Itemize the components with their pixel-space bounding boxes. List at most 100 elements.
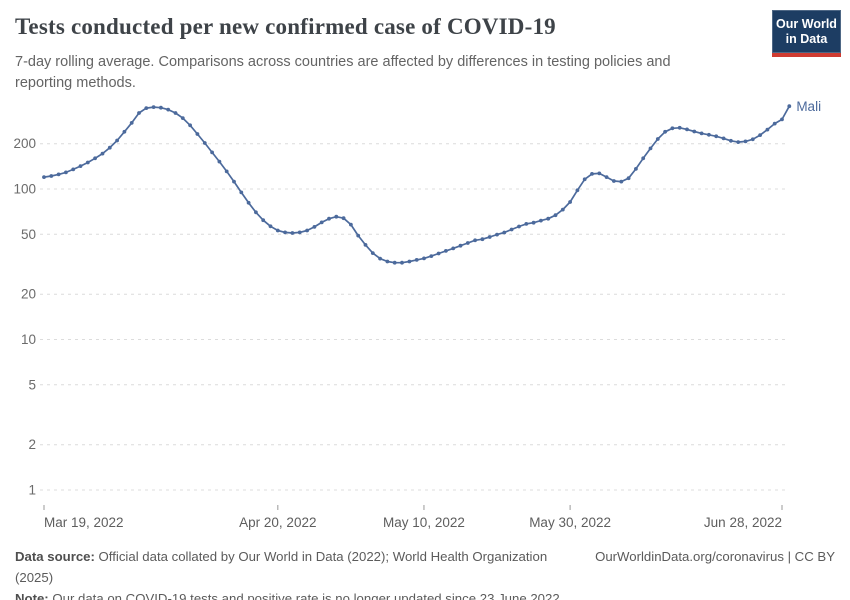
data-point (144, 106, 149, 110)
data-point (246, 200, 251, 205)
data-point (765, 127, 770, 132)
data-point (370, 251, 375, 256)
data-point (780, 117, 784, 122)
data-point (575, 188, 580, 193)
data-point (115, 138, 119, 143)
data-point (319, 220, 324, 225)
data-point (239, 190, 244, 195)
data-point (188, 123, 193, 128)
data-point (509, 227, 514, 232)
data-point (699, 131, 704, 136)
data-point (290, 231, 295, 235)
data-point (465, 241, 470, 245)
data-point (254, 210, 258, 215)
data-point (750, 137, 755, 142)
data-point (232, 179, 236, 184)
data-point (634, 167, 638, 171)
data-point (297, 230, 302, 235)
data-point (202, 141, 207, 145)
data-point (173, 111, 178, 115)
data-point (670, 126, 675, 131)
data-point (349, 222, 353, 227)
data-point (729, 138, 733, 143)
data-point (268, 224, 273, 229)
y-axis-tick-label: 100 (13, 182, 36, 197)
data-point (159, 105, 163, 110)
y-axis-tick-label: 5 (28, 377, 36, 392)
data-point (539, 218, 543, 223)
data-point (261, 218, 266, 223)
data-point (85, 160, 90, 165)
data-point (604, 175, 609, 180)
x-axis-tick-label: Apr 20, 2022 (239, 515, 316, 530)
data-point (487, 235, 492, 239)
x-axis-tick-label: May 30, 2022 (529, 515, 611, 530)
y-axis-tick-label: 20 (21, 287, 36, 302)
data-point (42, 175, 46, 180)
data-point (772, 121, 777, 126)
y-axis-tick-label: 1 (28, 483, 36, 498)
data-point (217, 159, 222, 164)
data-point (721, 136, 726, 141)
data-point (531, 220, 536, 225)
data-point (385, 259, 390, 264)
data-point (56, 172, 61, 177)
data-point (71, 167, 76, 172)
note-text: Note: Our data on COVID-19 tests and pos… (15, 588, 835, 600)
data-point (685, 127, 689, 132)
y-axis-tick-label: 50 (21, 227, 36, 242)
data-point (224, 169, 229, 174)
data-point (692, 129, 697, 134)
data-point (707, 132, 711, 137)
data-point (100, 151, 105, 156)
data-point (524, 222, 529, 226)
data-line-mali[interactable] (43, 105, 791, 264)
data-point (758, 133, 762, 138)
data-point (714, 134, 719, 139)
series-label-mali[interactable]: Mali (796, 99, 821, 114)
data-point (590, 172, 594, 176)
data-point (436, 251, 441, 256)
data-point (495, 232, 499, 237)
data-point (166, 107, 171, 112)
chart-footer: Data source: Official data collated by O… (15, 546, 835, 600)
data-point (151, 105, 156, 109)
data-point (619, 179, 624, 184)
data-point (422, 256, 426, 261)
data-point (400, 260, 404, 265)
data-point (546, 216, 551, 221)
data-point (334, 214, 339, 219)
owid-logo[interactable]: Our World in Data (772, 10, 841, 57)
data-point (502, 230, 507, 235)
data-point (568, 200, 572, 204)
line-chart: 1 2 5 10 20 50 100 200 Mar 19, 2022 Apr 20, 2022 M… (13, 99, 821, 530)
data-point (356, 233, 361, 238)
data-point (655, 137, 660, 141)
owid-logo-line1: Our World (776, 17, 837, 32)
data-point (648, 146, 653, 151)
data-point (49, 174, 54, 178)
owid-logo-stripe (772, 53, 841, 57)
y-axis-tick-label: 10 (21, 332, 36, 347)
x-axis-tick-label: Jun 28, 2022 (704, 515, 782, 530)
data-point (451, 246, 456, 251)
data-source-label: Data source: (15, 549, 95, 564)
data-point (392, 260, 397, 265)
page-title: Tests conducted per new confirmed case o… (15, 14, 556, 39)
data-point (107, 145, 112, 150)
chart-subtitle: 7-day rolling average. Comparisons acros… (15, 54, 671, 92)
x-axis-tick-label: May 10, 2022 (383, 515, 465, 530)
data-point (93, 156, 97, 161)
y-axis-tick-label: 200 (13, 136, 36, 151)
data-point (363, 243, 368, 247)
data-point (641, 156, 646, 161)
owid-cc-by-link[interactable]: OurWorldinData.org/coronavirus | CC BY (595, 549, 835, 564)
data-point (312, 225, 317, 229)
data-source-text: Data source: Official data collated by O… (15, 549, 548, 586)
owid-logo-line2: in Data (785, 31, 828, 46)
data-point (787, 104, 792, 109)
x-axis-tick-label: Mar 19, 2022 (44, 515, 124, 530)
data-point (663, 129, 667, 134)
data-point (626, 176, 631, 181)
data-point (473, 238, 477, 243)
